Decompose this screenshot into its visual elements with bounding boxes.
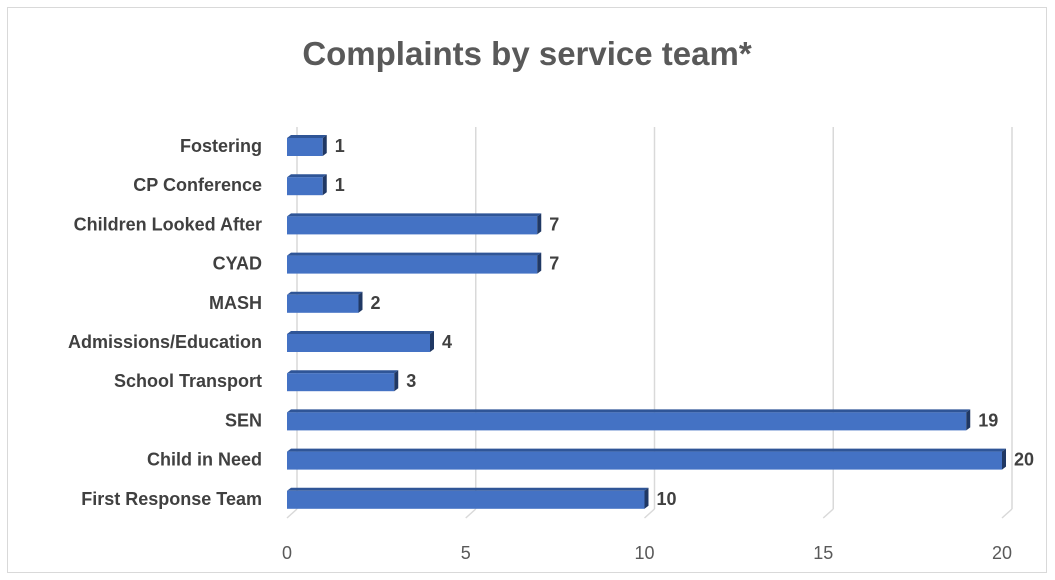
x-tick-label: 10 bbox=[634, 543, 654, 563]
value-label: 1 bbox=[335, 136, 345, 156]
category-label: Child in Need bbox=[147, 450, 262, 470]
category-label: Children Looked After bbox=[74, 214, 262, 234]
category-label: Admissions/Education bbox=[68, 332, 262, 352]
value-label: 7 bbox=[549, 214, 559, 234]
bar-side-face bbox=[322, 135, 327, 156]
bar bbox=[287, 252, 542, 274]
category-label: Fostering bbox=[180, 136, 262, 156]
value-label: 1 bbox=[335, 175, 345, 195]
value-label: 19 bbox=[978, 410, 998, 430]
bar-side-face bbox=[537, 213, 542, 235]
bar bbox=[287, 448, 1006, 470]
category-labels: Fostering CP Conference Children Looked Af… bbox=[68, 136, 262, 509]
bar-top-face bbox=[287, 331, 434, 334]
value-label: 3 bbox=[406, 371, 416, 391]
bar-top-face bbox=[287, 487, 649, 491]
bar-side-face bbox=[322, 174, 327, 196]
bar bbox=[287, 370, 399, 392]
bar-front-face bbox=[287, 294, 359, 313]
bar-front-face bbox=[287, 255, 538, 274]
bar-front-face bbox=[287, 490, 645, 509]
gridline-floor bbox=[286, 508, 298, 519]
gridline-floor bbox=[1001, 508, 1013, 519]
category-label: MASH bbox=[209, 293, 262, 313]
bar bbox=[287, 213, 542, 235]
chart-frame bbox=[7, 7, 1047, 573]
bar bbox=[287, 291, 363, 313]
bar-side-face bbox=[644, 487, 649, 509]
bar bbox=[287, 487, 649, 509]
bar-front-face bbox=[287, 138, 323, 156]
chart-title: Complaints by service team* bbox=[302, 35, 752, 72]
bar bbox=[287, 135, 327, 156]
gridline-floor bbox=[465, 508, 477, 519]
category-label: CP Conference bbox=[133, 175, 262, 195]
value-label: 7 bbox=[549, 254, 559, 274]
gridline-floor bbox=[643, 508, 656, 519]
bar-top-face bbox=[287, 370, 399, 374]
bar-top-face bbox=[287, 174, 327, 178]
value-labels: 1 1 7 7 2 4 3 19 20 10 bbox=[335, 136, 1034, 509]
x-axis-ticks: 0 5 10 15 20 bbox=[282, 543, 1012, 563]
value-label: 20 bbox=[1014, 450, 1034, 470]
bar-side-face bbox=[358, 291, 363, 313]
bars bbox=[287, 135, 1006, 509]
bar-side-face bbox=[394, 370, 399, 392]
x-tick-label: 5 bbox=[461, 543, 471, 563]
value-label: 4 bbox=[442, 332, 452, 352]
category-label: SEN bbox=[225, 410, 262, 430]
bar-side-face bbox=[430, 331, 434, 352]
gridline-floor bbox=[822, 508, 834, 519]
bar-top-face bbox=[287, 213, 542, 217]
bar-top-face bbox=[287, 135, 327, 138]
bar-top-face bbox=[287, 252, 542, 256]
bar-front-face bbox=[287, 412, 967, 431]
category-label: School Transport bbox=[114, 371, 262, 391]
bar-top-face bbox=[287, 448, 1006, 452]
value-label: 2 bbox=[371, 293, 381, 313]
x-tick-label: 0 bbox=[282, 543, 292, 563]
bar-side-face bbox=[537, 252, 542, 274]
bar bbox=[287, 174, 327, 196]
bar-front-face bbox=[287, 451, 1002, 470]
bar-front-face bbox=[287, 334, 430, 352]
bar bbox=[287, 331, 434, 352]
bar-front-face bbox=[287, 373, 395, 392]
bar-front-face bbox=[287, 216, 538, 235]
x-tick-label: 15 bbox=[813, 543, 833, 563]
category-label: First Response Team bbox=[81, 489, 262, 509]
bar-side-face bbox=[966, 409, 971, 431]
bar-top-face bbox=[287, 291, 363, 295]
bar-front-face bbox=[287, 177, 323, 196]
bar bbox=[287, 409, 971, 431]
bar-top-face bbox=[287, 409, 971, 413]
value-label: 10 bbox=[657, 489, 677, 509]
x-tick-label: 20 bbox=[992, 543, 1012, 563]
category-label: CYAD bbox=[213, 254, 262, 274]
bar-side-face bbox=[1002, 448, 1006, 470]
